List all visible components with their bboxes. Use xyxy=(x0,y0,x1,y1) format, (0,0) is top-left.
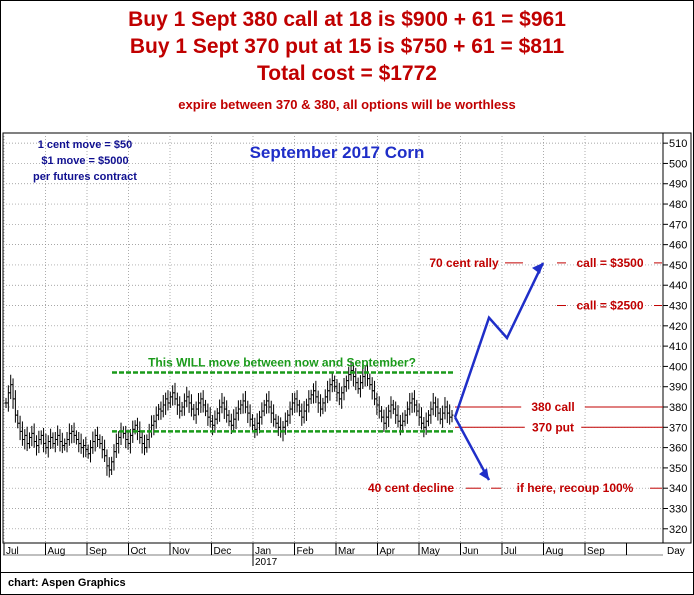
x-tick-label: Aug xyxy=(546,546,564,557)
call-3500-label: call = $3500 xyxy=(576,256,643,270)
y-tick-label: 390 xyxy=(669,382,687,394)
rally-label: 70 cent rally xyxy=(429,256,499,270)
call-2500-label: call = $2500 xyxy=(576,299,643,313)
x-tick-label: Aug xyxy=(48,546,66,557)
y-tick-label: 340 xyxy=(669,483,687,495)
level-label-bg xyxy=(524,419,582,435)
year-label: 2017 xyxy=(255,557,278,568)
y-tick-label: 330 xyxy=(669,503,687,515)
price-bars xyxy=(4,360,454,478)
y-axis-panel xyxy=(662,132,692,544)
level-label-put: 370 put xyxy=(532,420,574,434)
grid-lines xyxy=(3,133,663,543)
x-tick-label: Apr xyxy=(380,546,396,557)
x-tick-label: Jun xyxy=(463,546,479,557)
projection-up-arrowhead xyxy=(532,262,543,274)
y-tick-label: 420 xyxy=(669,321,687,333)
projection-down-line xyxy=(453,416,491,481)
y-tick-label: 430 xyxy=(669,301,687,313)
range-question-label: This WILL move between now and September… xyxy=(148,356,416,370)
recoup-label: if here, recoup 100% xyxy=(517,481,634,495)
y-tick-label: 410 xyxy=(669,341,687,353)
chart-annotations: This WILL move between now and September… xyxy=(112,256,663,495)
headline-call-trade: Buy 1 Sept 380 call at 18 is $900 + 61 =… xyxy=(128,8,566,31)
x-tick-label: Jan xyxy=(255,546,271,557)
y-tick-label: 500 xyxy=(669,158,687,170)
note-dollar-move: $1 move = $5000 xyxy=(41,155,128,167)
y-tick-label: 320 xyxy=(669,524,687,536)
y-tick-label: 470 xyxy=(669,219,687,231)
y-tick-label: 400 xyxy=(669,361,687,373)
x-tick-label: Day xyxy=(667,546,685,557)
headline-expiry-note: expire between 370 & 380, all options wi… xyxy=(178,97,516,112)
y-tick-label: 440 xyxy=(669,280,687,292)
level-label-bg xyxy=(521,399,585,415)
y-tick-label: 460 xyxy=(669,240,687,252)
chart-title: September 2017 Corn xyxy=(250,143,425,162)
x-tick-label: Dec xyxy=(214,546,232,557)
chart-source: chart: Aspen Graphics xyxy=(8,577,126,589)
x-tick-label: Nov xyxy=(172,546,190,557)
note-per-contract: per futures contract xyxy=(33,171,137,183)
x-tick-label: Jul xyxy=(504,546,517,557)
headline-total-cost: Total cost = $1772 xyxy=(257,62,437,85)
x-tick-label: Sep xyxy=(587,546,605,557)
headline-put-trade: Buy 1 Sept 370 put at 15 is $750 + 61 = … xyxy=(129,35,565,58)
x-tick-label: Mar xyxy=(338,546,356,557)
y-axis: 320 330 340 350 360 370 380 390 400 410 420 430 440 4… xyxy=(663,138,687,536)
y-tick-label: 360 xyxy=(669,443,687,455)
projection-down-arrowhead xyxy=(479,468,489,481)
x-tick-label: Oct xyxy=(131,546,147,557)
x-tick-label: Jul xyxy=(6,546,19,557)
y-tick-label: 510 xyxy=(669,138,687,150)
y-tick-label: 380 xyxy=(669,402,687,414)
decline-label: 40 cent decline xyxy=(368,481,454,495)
y-tick-label: 370 xyxy=(669,422,687,434)
y-tick-label: 350 xyxy=(669,463,687,475)
note-cent-move: 1 cent move = $50 xyxy=(38,139,132,151)
x-tick-label: May xyxy=(421,546,440,557)
level-label-call: 380 call xyxy=(531,400,574,414)
y-tick-label: 450 xyxy=(669,260,687,272)
x-axis: Jul Aug Sep Oct Nov Dec Jan Feb Mar Apr May Jun Jul A… xyxy=(3,543,685,568)
x-tick-label: Sep xyxy=(89,546,107,557)
price-chart: 320 330 340 350 360 370 380 390 400 410 420 430 440 4… xyxy=(2,132,692,568)
y-tick-label: 480 xyxy=(669,199,687,211)
plot-area xyxy=(2,132,664,544)
x-tick-label: Feb xyxy=(297,546,315,557)
trade-headline: Buy 1 Sept 380 call at 18 is $900 + 61 =… xyxy=(0,6,694,112)
y-tick-label: 490 xyxy=(669,179,687,191)
footer: chart: Aspen Graphics xyxy=(0,572,694,595)
projection-up-line xyxy=(453,262,545,418)
